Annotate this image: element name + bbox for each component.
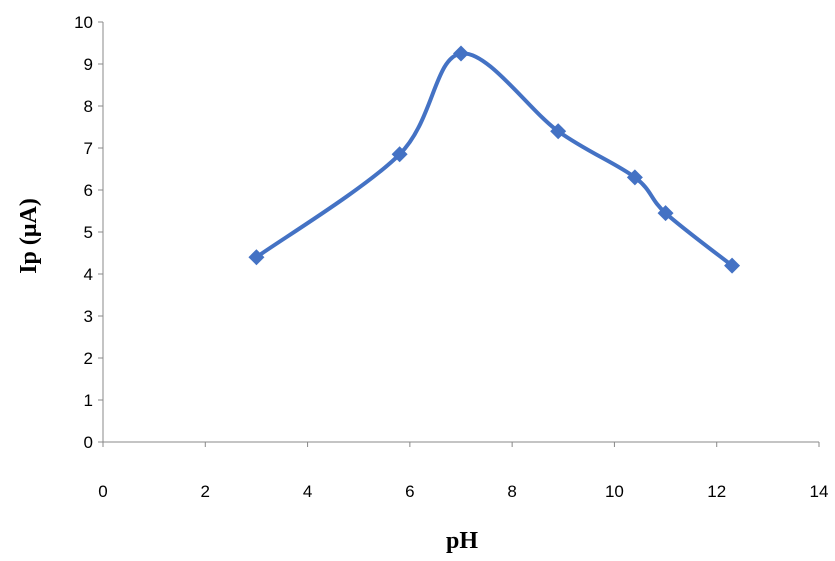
y-tick-label: 8 bbox=[84, 97, 93, 116]
y-tick-label: 2 bbox=[84, 349, 93, 368]
y-tick-label: 3 bbox=[84, 307, 93, 326]
series-layer bbox=[248, 45, 741, 274]
axes bbox=[102, 22, 819, 443]
y-tick-label: 9 bbox=[84, 55, 93, 74]
y-tick-label: 4 bbox=[84, 265, 93, 284]
series-line bbox=[254, 51, 735, 268]
data-point-marker bbox=[657, 205, 674, 222]
y-tick-label: 6 bbox=[84, 181, 93, 200]
data-point-marker bbox=[724, 257, 741, 274]
x-tick-label: 8 bbox=[507, 482, 516, 501]
y-tick-label: 7 bbox=[84, 139, 93, 158]
x-tick-label: 6 bbox=[405, 482, 414, 501]
x-tick-label: 4 bbox=[303, 482, 312, 501]
x-axis-title: pH bbox=[446, 528, 478, 554]
y-axis-title: Ip (μA) bbox=[16, 198, 42, 274]
y-tick-label: 1 bbox=[84, 391, 93, 410]
y-tick-label: 10 bbox=[74, 13, 93, 32]
y-tick-label: 5 bbox=[84, 223, 93, 242]
data-point-marker bbox=[550, 123, 567, 140]
x-tick-label: 14 bbox=[810, 482, 829, 501]
x-tick-label: 12 bbox=[707, 482, 726, 501]
y-tick-label: 0 bbox=[84, 433, 93, 452]
x-tick-label: 10 bbox=[605, 482, 624, 501]
data-point-marker bbox=[626, 169, 643, 186]
data-point-marker bbox=[391, 146, 408, 163]
x-tick-label: 0 bbox=[98, 482, 107, 501]
data-point-marker bbox=[248, 249, 265, 266]
x-tick-label: 2 bbox=[201, 482, 210, 501]
data-point-marker bbox=[453, 45, 469, 62]
